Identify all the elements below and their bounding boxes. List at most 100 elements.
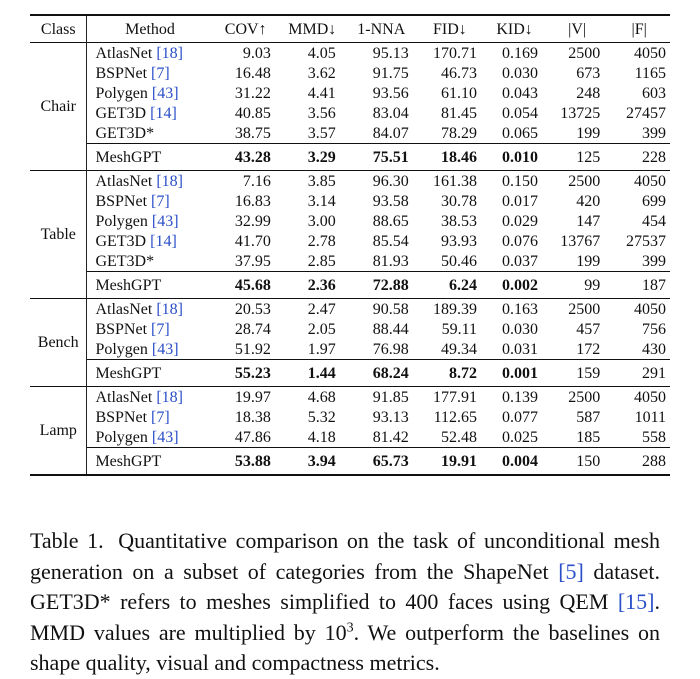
cell-cov: 41.70 bbox=[234, 232, 271, 250]
cell-cov: 51.92 bbox=[234, 340, 271, 358]
cell-cov: 16.83 bbox=[234, 192, 271, 210]
caption-label: Table 1. bbox=[30, 528, 104, 553]
cell-fid: 93.93 bbox=[441, 232, 478, 250]
header-class: Class bbox=[30, 15, 88, 43]
cell-mmd: 3.56 bbox=[307, 104, 336, 122]
header-fid: FID↓ bbox=[433, 20, 467, 38]
cell-f: 454 bbox=[642, 212, 666, 230]
cell-fid: 170.71 bbox=[433, 44, 478, 62]
table-row: Bench AtlasNet [18] 20.53 2.47 90.58 189.39 0.… bbox=[30, 298, 670, 387]
caption-citation-shapenet[interactable]: [5] bbox=[558, 558, 584, 584]
cell-fid: 52.48 bbox=[441, 428, 478, 446]
results-table-container: Class Method COV↑ MMD↓ 1-NNA FID↓ KID↓ |… bbox=[30, 14, 670, 476]
cell-kid: 0.010 bbox=[483, 143, 547, 171]
method-citation[interactable]: [43] bbox=[151, 428, 179, 446]
cell-nna: 75.51 bbox=[345, 143, 417, 171]
method-cell: BSPNet [7] bbox=[87, 63, 213, 83]
header-cov: COV↑ bbox=[224, 20, 267, 38]
method-name: MeshGPT bbox=[95, 276, 162, 294]
table-row: GET3D [14] 41.70 2.78 85.54 93.93 0.076 13767 2… bbox=[30, 231, 670, 251]
table-row: BSPNet [7] 18.38 5.32 93.13 112.65 0.077 587 10… bbox=[30, 407, 670, 427]
cell-f: 4050 bbox=[634, 388, 666, 406]
cell-v: 172 bbox=[576, 340, 601, 358]
cell-kid: 0.139 bbox=[502, 388, 539, 406]
method-citation[interactable]: [18] bbox=[156, 44, 183, 62]
cell-nna: 76.98 bbox=[372, 340, 409, 358]
group-bench: Bench AtlasNet [18] 20.53 2.47 90.58 189.39 0.… bbox=[30, 298, 670, 387]
cell-cov: 9.03 bbox=[242, 44, 271, 62]
cell-nna: 88.44 bbox=[372, 320, 409, 338]
cell-fid: 19.91 bbox=[416, 447, 484, 475]
method-citation[interactable]: [18] bbox=[156, 300, 183, 318]
cell-nna: 65.73 bbox=[345, 447, 417, 475]
method-citation[interactable]: [18] bbox=[156, 388, 183, 406]
cell-cov: 19.97 bbox=[234, 388, 271, 406]
method-cell: AtlasNet [18] bbox=[87, 387, 213, 408]
table-row: Polygen [43] 31.22 4.41 93.56 61.10 0.043 248 6… bbox=[30, 83, 670, 103]
caption-citation-qem[interactable]: [15] bbox=[617, 589, 655, 614]
cell-f: 4050 bbox=[634, 300, 666, 318]
cell-mmd: 2.36 bbox=[278, 271, 346, 299]
cell-cov: 28.74 bbox=[234, 320, 271, 338]
table-row: Polygen [43] 32.99 3.00 88.65 38.53 0.029 147 4… bbox=[30, 211, 670, 231]
header-faces: |F| bbox=[631, 20, 647, 38]
cell-kid: 0.030 bbox=[502, 64, 539, 82]
method-citation[interactable]: [14] bbox=[150, 232, 177, 250]
cell-nna: 93.56 bbox=[372, 84, 409, 102]
cell-kid: 0.043 bbox=[502, 84, 539, 102]
group-chair: Chair AtlasNet [18] 9.03 4.05 95.13 170.71 0.1… bbox=[30, 42, 670, 171]
method-citation[interactable]: [7] bbox=[151, 320, 170, 338]
method-cell: MeshGPT bbox=[86, 143, 213, 171]
header-1nna: 1-NNA bbox=[357, 20, 406, 38]
cell-fid: 6.24 bbox=[416, 271, 484, 299]
cell-nna: 96.30 bbox=[372, 172, 409, 190]
cell-nna: 95.13 bbox=[372, 44, 409, 62]
cell-cov: 55.23 bbox=[212, 359, 279, 387]
table-row-meshgpt: MeshGPT 45.68 2.36 72.88 6.24 0.002 99 187 bbox=[30, 271, 670, 299]
cell-mmd: 3.14 bbox=[307, 192, 336, 210]
group-lamp: Lamp AtlasNet [18] 19.97 4.68 91.85 177.91 0.1… bbox=[30, 386, 670, 475]
cell-fid: 30.78 bbox=[441, 192, 478, 210]
method-citation[interactable]: [18] bbox=[156, 172, 183, 190]
table-row: GET3D [14] 40.85 3.56 83.04 81.45 0.054 13725 2… bbox=[30, 103, 670, 123]
cell-fid: 59.11 bbox=[441, 320, 478, 338]
cell-v: 99 bbox=[546, 271, 609, 299]
method-citation[interactable]: [43] bbox=[151, 212, 179, 230]
table-row: Polygen [43] 47.86 4.18 81.42 52.48 0.025 185 5… bbox=[30, 427, 670, 448]
method-name: AtlasNet bbox=[95, 388, 153, 406]
cell-mmd: 4.68 bbox=[307, 388, 336, 406]
method-cell: BSPNet [7] bbox=[87, 191, 213, 211]
method-cell: MeshGPT bbox=[86, 271, 213, 299]
method-name: AtlasNet bbox=[95, 44, 153, 62]
cell-f: 1165 bbox=[634, 64, 666, 82]
cell-cov: 31.22 bbox=[234, 84, 271, 102]
cell-nna: 72.88 bbox=[345, 271, 417, 299]
cell-v: 199 bbox=[576, 124, 601, 142]
cell-v: 147 bbox=[576, 212, 601, 230]
method-citation[interactable]: [43] bbox=[151, 84, 179, 102]
method-citation[interactable]: [7] bbox=[151, 408, 170, 426]
cell-mmd: 4.41 bbox=[307, 84, 336, 102]
cell-v: 420 bbox=[576, 192, 601, 210]
cell-nna: 91.75 bbox=[372, 64, 409, 82]
cell-cov: 20.53 bbox=[234, 300, 271, 318]
cell-f: 603 bbox=[642, 84, 666, 102]
cell-v: 673 bbox=[576, 64, 601, 82]
method-citation[interactable]: [7] bbox=[151, 192, 170, 210]
cell-nna: 90.58 bbox=[372, 300, 409, 318]
cell-v: 2500 bbox=[568, 300, 601, 318]
method-citation[interactable]: [7] bbox=[151, 64, 170, 82]
class-label: Bench bbox=[30, 298, 88, 387]
cell-f: 291 bbox=[608, 359, 670, 387]
method-name: Polygen bbox=[95, 340, 148, 358]
cell-mmd: 2.78 bbox=[307, 232, 336, 250]
method-citation[interactable]: [43] bbox=[151, 340, 179, 358]
cell-f: 756 bbox=[642, 320, 666, 338]
cell-kid: 0.031 bbox=[502, 340, 539, 358]
cell-mmd: 3.94 bbox=[278, 447, 346, 475]
cell-cov: 7.16 bbox=[242, 172, 271, 190]
method-citation[interactable]: [14] bbox=[150, 104, 177, 122]
cell-cov: 37.95 bbox=[234, 252, 271, 270]
method-cell: MeshGPT bbox=[86, 359, 213, 387]
cell-f: 699 bbox=[642, 192, 666, 210]
